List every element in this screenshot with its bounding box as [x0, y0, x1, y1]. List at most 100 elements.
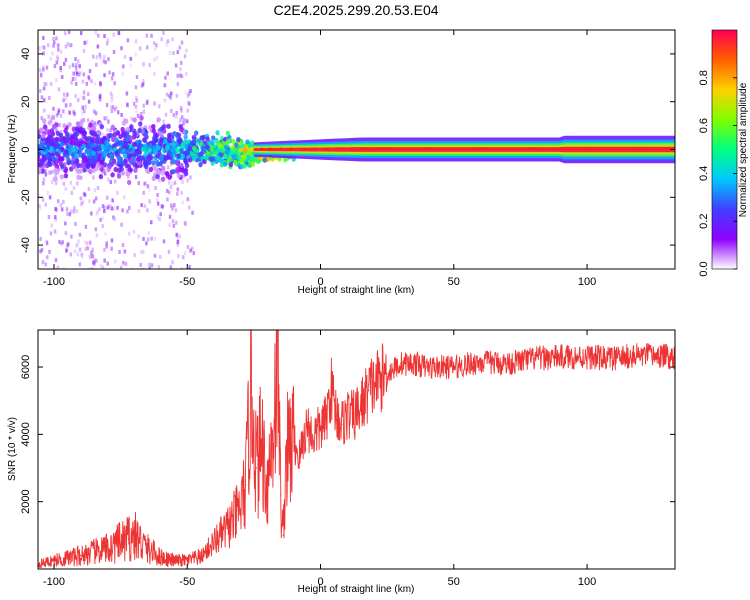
noise-speckle — [187, 205, 191, 210]
noise-speckle — [179, 67, 182, 72]
noise-speckle — [109, 128, 112, 133]
spectral-blob — [176, 172, 182, 179]
spectral-blob — [210, 140, 215, 146]
noise-speckle — [53, 215, 57, 220]
noise-speckle — [179, 117, 182, 122]
noise-speckle — [131, 267, 135, 269]
noise-speckle — [58, 122, 61, 127]
spectral-blob — [227, 156, 232, 162]
noise-speckle — [132, 101, 136, 106]
spectral-blob — [131, 141, 137, 147]
snr-point — [586, 356, 588, 358]
noise-speckle — [129, 56, 133, 61]
noise-speckle — [44, 262, 48, 267]
noise-speckle — [93, 121, 97, 126]
spectral-blob — [122, 153, 128, 159]
noise-speckle — [167, 180, 171, 185]
spectral-blob — [112, 132, 117, 138]
spectral-blob — [125, 126, 131, 132]
spectral-blob — [62, 123, 67, 129]
snr-point — [559, 356, 561, 358]
spectral-blob — [262, 157, 267, 163]
noise-speckle — [133, 253, 136, 258]
spectral-blob — [245, 139, 250, 145]
noise-speckle — [98, 207, 101, 212]
noise-speckle — [139, 112, 143, 117]
noise-speckle — [43, 108, 46, 113]
noise-speckle — [64, 103, 67, 108]
noise-speckle — [135, 96, 138, 101]
noise-speckle — [77, 239, 80, 244]
noise-speckle — [190, 246, 194, 251]
noise-speckle — [92, 199, 96, 204]
noise-speckle — [140, 203, 143, 208]
spectral-blob — [193, 130, 199, 136]
noise-speckle — [42, 181, 45, 186]
noise-speckle — [66, 41, 70, 46]
band-peak-ridge — [360, 147, 675, 151]
spectral-blob — [157, 169, 162, 175]
spectral-blob — [191, 134, 197, 141]
noise-speckle — [52, 169, 55, 174]
noise-speckle — [135, 109, 138, 114]
noise-speckle — [138, 46, 142, 51]
noise-speckle — [171, 181, 174, 186]
noise-speckle — [59, 49, 63, 54]
noise-speckle — [134, 52, 138, 57]
noise-speckle — [64, 57, 68, 62]
x-tick-label: 0 — [317, 276, 323, 288]
noise-speckle — [93, 258, 96, 263]
noise-speckle — [50, 180, 54, 185]
noise-speckle — [64, 231, 68, 236]
noise-speckle — [70, 190, 74, 195]
noise-speckle — [87, 75, 90, 80]
spectrogram-y-ticks: -40 -20 0 20 40 — [20, 48, 675, 253]
noise-speckle — [125, 91, 129, 96]
noise-speckle — [50, 118, 53, 123]
noise-speckle — [121, 71, 124, 76]
spectral-blob — [119, 140, 125, 146]
noise-speckle — [166, 71, 169, 76]
noise-speckle — [55, 128, 58, 133]
spectral-blob — [107, 164, 112, 170]
spectral-blob — [171, 168, 177, 175]
noise-speckle — [91, 267, 94, 269]
noise-speckle — [75, 71, 79, 76]
spectral-blob — [74, 131, 79, 137]
noise-speckle — [110, 76, 114, 81]
noise-speckle — [162, 119, 165, 124]
noise-speckle — [188, 264, 191, 269]
spectral-blob — [161, 124, 166, 130]
noise-speckle — [135, 98, 139, 103]
noise-speckle — [153, 172, 156, 177]
spectral-blob — [38, 167, 42, 173]
snr-point — [277, 339, 279, 341]
spectral-blob — [124, 144, 130, 150]
noise-speckle — [146, 45, 149, 50]
noise-speckle — [41, 45, 44, 50]
spectral-blob — [70, 140, 76, 146]
noise-speckle — [160, 204, 164, 209]
spectral-blob — [108, 132, 114, 139]
spectral-blob — [215, 155, 220, 161]
noise-speckle — [55, 60, 58, 65]
noise-speckle — [137, 234, 140, 239]
noise-speckle — [51, 51, 54, 56]
spectral-blob — [242, 147, 248, 153]
spectral-blob — [247, 162, 253, 169]
noise-speckle — [165, 92, 169, 97]
spectral-blob — [225, 130, 231, 136]
snr-point — [399, 363, 402, 365]
noise-speckle — [99, 217, 102, 222]
noise-speckle — [166, 165, 170, 170]
noise-speckle — [116, 110, 120, 115]
noise-speckle — [157, 265, 161, 269]
spectral-blob — [116, 173, 122, 179]
noise-speckle — [95, 62, 98, 67]
noise-speckle — [99, 81, 102, 86]
snr-point — [282, 534, 284, 536]
spectral-blob — [180, 167, 185, 173]
spectral-blob — [236, 137, 241, 143]
noise-speckle — [39, 206, 42, 211]
spectral-blob — [121, 160, 126, 166]
